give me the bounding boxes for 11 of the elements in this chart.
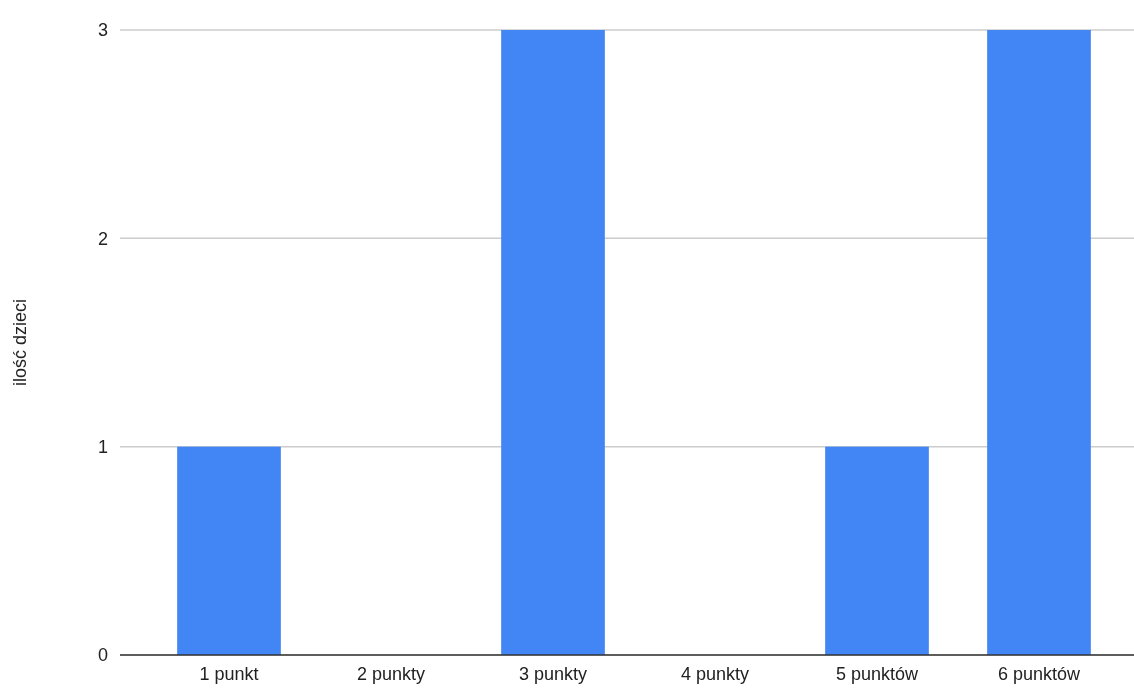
x-tick-label: 6 punktów: [997, 664, 1082, 684]
x-tick-label: 5 punktów: [835, 664, 920, 684]
x-tick-label: 4 punkty: [680, 664, 750, 684]
y-tick-label: 3: [97, 20, 108, 41]
y-tick-label: 2: [97, 228, 108, 249]
x-tick-label: 2 punkty: [356, 664, 426, 684]
y-tick-label: 1: [97, 436, 108, 457]
y-axis-title: ilość dzieci: [10, 298, 30, 387]
y-tick-label: 0: [97, 645, 108, 666]
x-tick-label: 1 punkt: [199, 664, 259, 684]
x-tick-label: 3 punkty: [518, 664, 588, 684]
